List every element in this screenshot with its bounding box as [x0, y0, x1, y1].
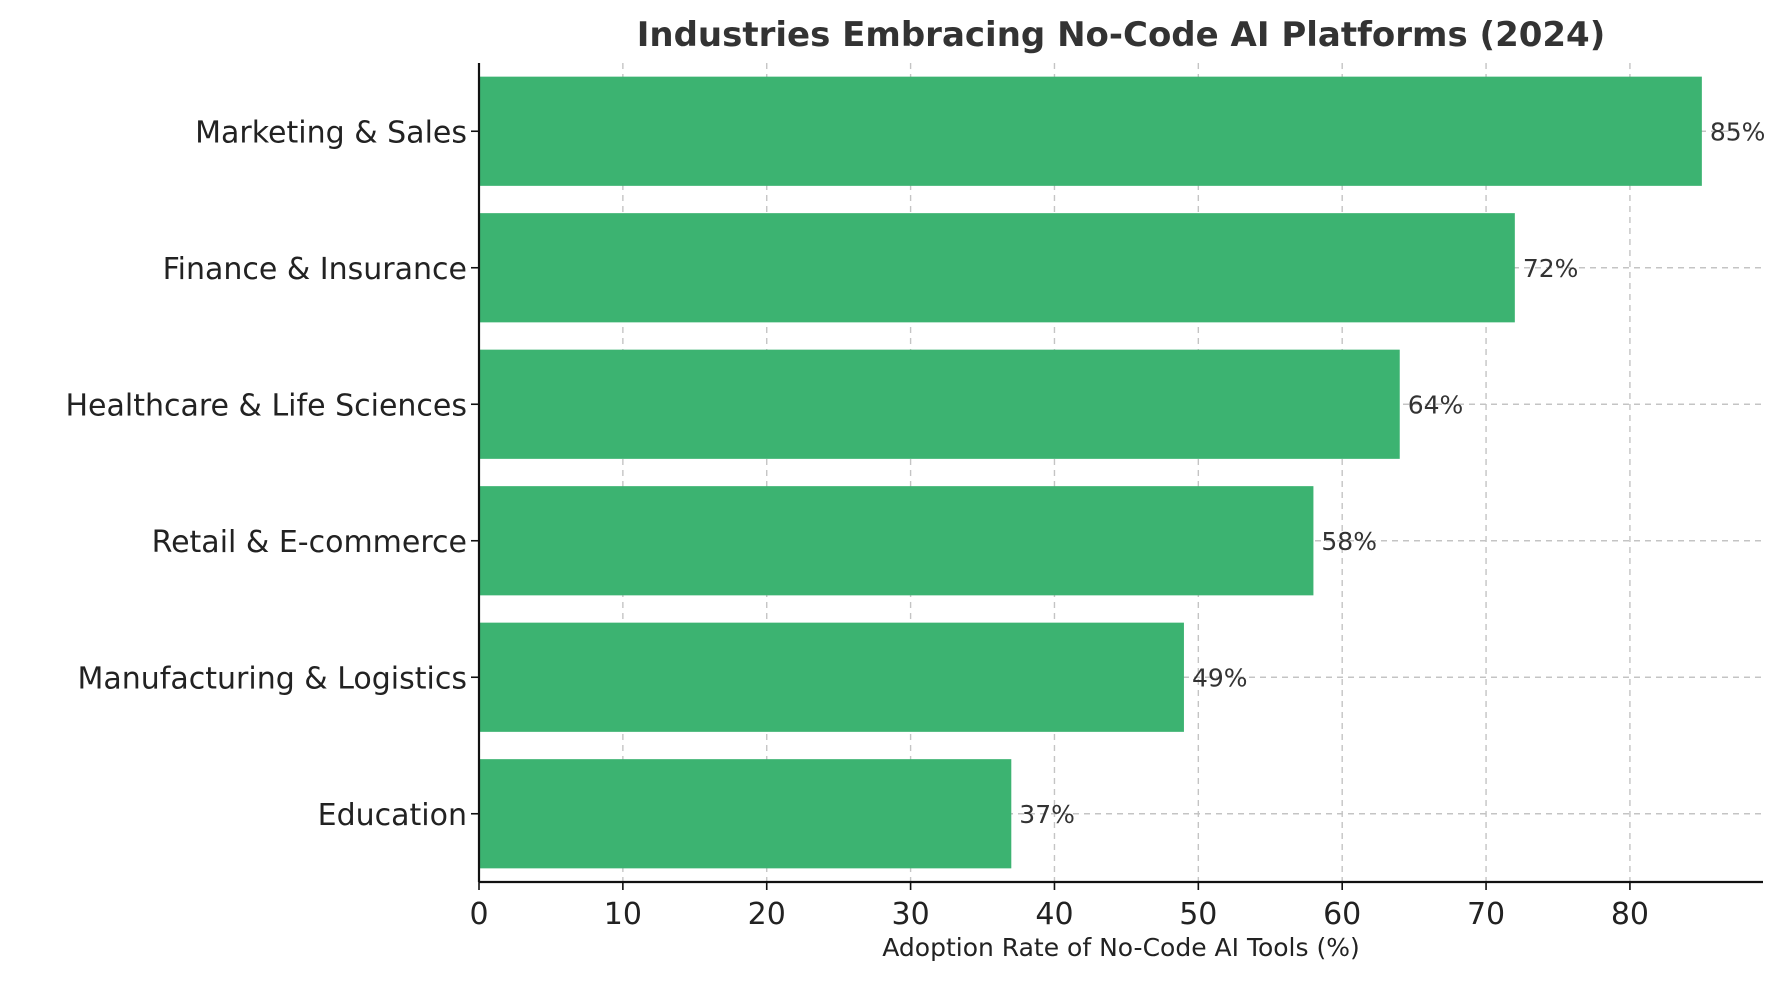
x-tick-label: 80	[1611, 897, 1649, 932]
bar-value-label: 58%	[1321, 527, 1377, 556]
bar-value-label: 85%	[1710, 117, 1766, 146]
bar-value-label: 64%	[1408, 390, 1464, 419]
x-tick-label: 40	[1035, 897, 1073, 932]
labels: 85% Marketing & Sales 72% Finance & Insuran…	[65, 115, 1765, 932]
y-tick-label: Finance & Insurance	[163, 252, 467, 287]
bar-value-label: 72%	[1523, 254, 1579, 283]
bar-value-label: 49%	[1192, 663, 1248, 692]
x-tick-label: 30	[892, 897, 930, 932]
x-tick-label: 10	[604, 897, 642, 932]
y-tick-label: Education	[318, 798, 467, 833]
bar	[479, 486, 1314, 596]
y-tick-label: Manufacturing & Logistics	[78, 661, 467, 696]
x-tick-label: 50	[1179, 897, 1217, 932]
y-tick-label: Marketing & Sales	[195, 115, 467, 150]
x-axis-title: Adoption Rate of No-Code AI Tools (%)	[882, 933, 1360, 962]
bar-value-label: 37%	[1019, 800, 1075, 829]
y-tick-label: Healthcare & Life Sciences	[65, 388, 467, 423]
bar	[479, 349, 1400, 459]
x-tick-label: 20	[748, 897, 786, 932]
x-tick-label: 70	[1467, 897, 1505, 932]
x-tick-label: 60	[1323, 897, 1361, 932]
bar	[479, 76, 1702, 186]
bar	[479, 622, 1184, 732]
axes	[471, 63, 1763, 890]
bar	[479, 213, 1515, 323]
bar	[479, 759, 1012, 869]
chart-title: Industries Embracing No-Code AI Platform…	[637, 15, 1606, 55]
bars	[479, 76, 1702, 869]
y-tick-label: Retail & E-commerce	[152, 525, 467, 560]
x-tick-label: 0	[469, 897, 488, 932]
